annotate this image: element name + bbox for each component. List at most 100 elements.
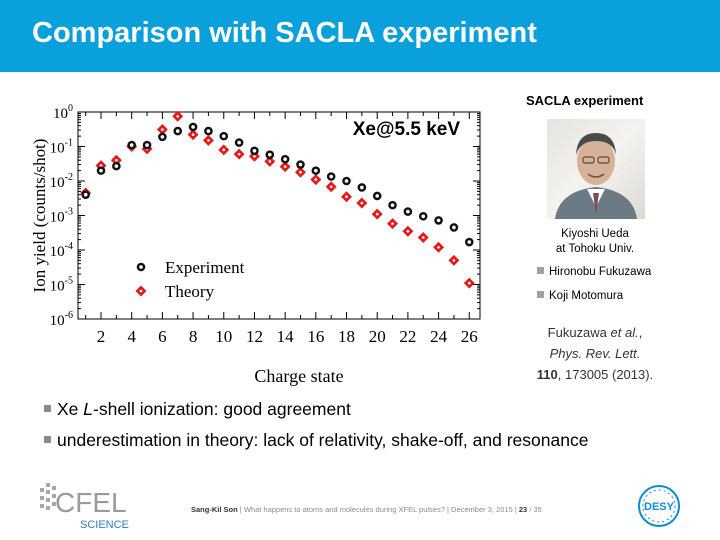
citation-journal: Phys. Rev. Lett. [549, 346, 641, 361]
theory-point-center [329, 185, 333, 189]
theory-point-center [375, 212, 379, 216]
theory-point-center [268, 160, 272, 163]
bullet-text-post: -shell ionization: good agreement [93, 399, 351, 419]
y-axis-label: Ion yield (counts/shot) [30, 139, 49, 293]
bullet-text-em: L [83, 399, 94, 419]
x-tick-label: 18 [338, 327, 355, 346]
theory-point-center [437, 245, 440, 249]
experiment-point-center [160, 135, 165, 139]
y-tick-label: 10-5 [50, 276, 73, 295]
cfel-logo: CFEL SCIENCE [40, 483, 129, 531]
x-tick-label: 14 [277, 327, 295, 346]
theory-point-center [161, 128, 164, 131]
bullet-square-icon [44, 436, 51, 443]
experiment-point-center [191, 125, 195, 129]
person-item: Hironobu Fukuzawa [537, 266, 651, 278]
photo-caption: Kiyoshi Ueda at Tohoku Univ. [510, 227, 680, 257]
x-tick-label: 22 [399, 327, 416, 346]
theory-point-center [176, 115, 180, 118]
y-tick-label: 10-6 [50, 310, 73, 329]
experiment-point-center [421, 214, 426, 219]
experiment-point-center [237, 140, 241, 145]
experiment-point-center [390, 203, 395, 207]
x-tick-label: 12 [246, 327, 263, 346]
theory-point-center [115, 158, 118, 162]
footer-sep: | [514, 505, 517, 514]
person-name: Koji Motomura [549, 290, 624, 302]
theory-point-center [253, 154, 256, 158]
theory-point-center [406, 229, 410, 233]
experiment-point-center [406, 209, 410, 214]
title-bar: Comparison with SACLA experiment [0, 0, 720, 72]
experiment-point-center [129, 143, 134, 147]
theory-point-center [421, 236, 425, 239]
theory-point-center [191, 133, 195, 136]
footer: CFEL SCIENCE DESY [40, 483, 680, 531]
experiment-point-center [114, 164, 119, 168]
x-tick-label: 2 [97, 327, 106, 346]
experiment-point-center [360, 185, 364, 190]
bullet-item: Xe L-shell ionization: good agreement [44, 399, 351, 420]
bullet-square-icon [44, 405, 51, 412]
caption-affiliation: at Tohoku Univ. [555, 243, 635, 255]
experiment-point-center [298, 162, 303, 167]
x-axis-label: Charge state [254, 366, 343, 386]
sacla-heading: SACLA experiment [526, 93, 644, 108]
bullet-square-icon [537, 291, 544, 298]
x-tick-label: 10 [215, 327, 232, 346]
x-tick-label: 26 [461, 327, 478, 346]
experiment-point-center [221, 134, 226, 138]
citation-pages: , 173005 (2013). [557, 367, 654, 382]
legend-experiment-marker-center [139, 265, 143, 269]
y-tick-label: 10-4 [50, 241, 73, 260]
theory-point-center [99, 164, 103, 167]
x-tick-label: 4 [127, 327, 136, 346]
experiment-point-center [329, 174, 333, 179]
bullet-square-icon [537, 267, 544, 274]
y-tick-label: 10-2 [50, 172, 73, 191]
footer-text: Sang-Kil Son | What happens to atoms and… [191, 505, 542, 514]
desy-logo-text: DESY [644, 501, 675, 513]
experiment-point-center [252, 149, 257, 153]
theory-point-center [299, 170, 302, 174]
x-tick-label: 16 [307, 327, 324, 346]
slide-title: Comparison with SACLA experiment [32, 17, 537, 49]
x-tick-label: 6 [158, 327, 167, 346]
theory-point-center [391, 222, 394, 225]
experiment-point-center [99, 168, 103, 173]
experiment-point-center [452, 225, 456, 230]
person-item: Koji Motomura [537, 290, 623, 302]
portrait-photo [547, 119, 645, 219]
experiment-point-center [83, 192, 88, 197]
footer-talk: What happens to atoms and molecules duri… [243, 505, 445, 514]
citation-etal: et al. [610, 325, 639, 340]
experiment-point-center [267, 152, 272, 157]
x-tick-label: 24 [430, 327, 448, 346]
desy-logo: DESY [638, 485, 680, 527]
theory-point-center [207, 139, 210, 142]
bullet-item: underestimation in theory: lack of relat… [44, 430, 588, 451]
theory-point-center [237, 152, 241, 156]
legend-theory-label: Theory [165, 282, 215, 301]
y-tick-label: 10-3 [50, 207, 73, 226]
citation: Fukuzawa et al., Phys. Rev. Lett. 110, 1… [536, 325, 654, 382]
person-name: Hironobu Fukuzawa [549, 266, 652, 278]
theory-point-center [345, 195, 348, 199]
legend-theory-marker-center [139, 289, 143, 293]
theory-point-center [283, 165, 287, 168]
experiment-point-center [344, 179, 349, 183]
bullet-text: underestimation in theory: lack of relat… [57, 430, 589, 450]
theory-point-center [222, 148, 226, 152]
experiment-point-center [467, 240, 472, 244]
experiment-point-center [375, 194, 379, 198]
theory-point-center [467, 281, 471, 285]
cfel-logo-text: CFEL [55, 487, 127, 518]
y-tick-label: 100 [53, 103, 73, 122]
y-tick-label: 10-1 [50, 138, 73, 157]
experiment-point-center [436, 218, 441, 223]
footer-sep: | [239, 505, 242, 514]
footer-date: December 3, 2015 [451, 505, 513, 514]
legend-experiment-label: Experiment [165, 258, 245, 277]
x-tick-label: 20 [369, 327, 386, 346]
